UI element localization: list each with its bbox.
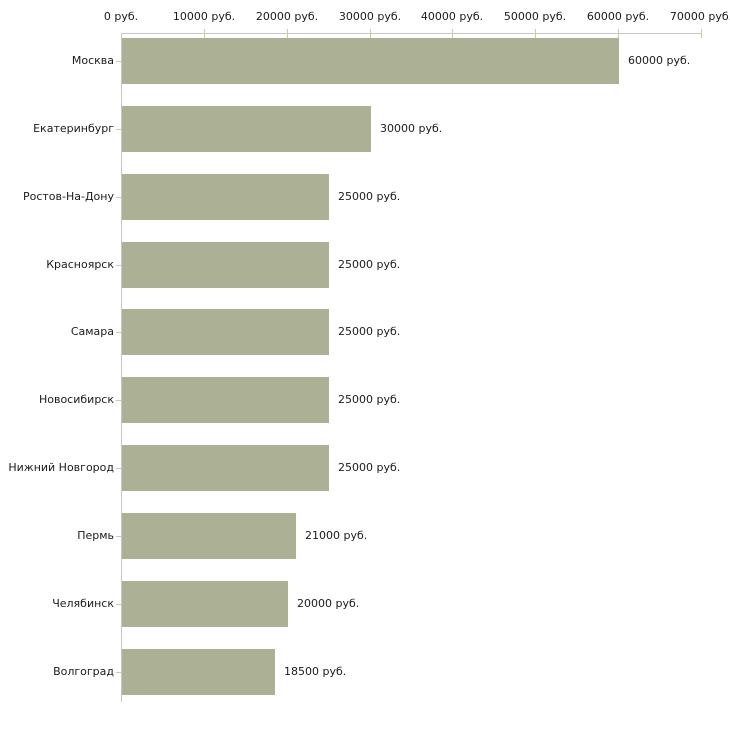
bar (122, 106, 371, 152)
category-label: Нижний Новгород (8, 461, 114, 474)
value-label: 25000 руб. (338, 325, 401, 338)
y-tick-mark (116, 129, 121, 130)
x-tick-mark (370, 29, 371, 38)
category-label: Екатеринбург (33, 122, 114, 135)
bar (122, 377, 329, 423)
bar (122, 242, 329, 288)
x-tick-mark (535, 29, 536, 38)
x-tick-label: 0 руб. (103, 10, 139, 23)
value-label: 30000 руб. (380, 122, 443, 135)
bar (122, 445, 329, 491)
value-label: 25000 руб. (338, 190, 401, 203)
value-label: 25000 руб. (338, 258, 401, 271)
x-tick-mark (618, 29, 619, 38)
y-tick-mark (116, 400, 121, 401)
bar (122, 513, 296, 559)
bar (122, 174, 329, 220)
bar (122, 38, 619, 84)
category-label: Пермь (77, 529, 114, 542)
category-label: Волгоград (53, 665, 114, 678)
x-tick-mark (204, 29, 205, 38)
x-tick-label: 20000 руб. (255, 10, 319, 23)
y-tick-mark (116, 604, 121, 605)
x-tick-mark (287, 29, 288, 38)
x-axis-line (121, 33, 702, 34)
y-tick-mark (116, 536, 121, 537)
x-tick-label: 70000 руб. (669, 10, 730, 23)
category-label: Красноярск (46, 258, 114, 271)
category-label: Новосибирск (38, 393, 114, 406)
y-tick-mark (116, 265, 121, 266)
y-tick-mark (116, 468, 121, 469)
value-label: 21000 руб. (305, 529, 368, 542)
y-tick-mark (116, 672, 121, 673)
category-label: Москва (71, 54, 114, 67)
y-tick-mark (116, 197, 121, 198)
x-tick-mark (452, 29, 453, 38)
bar (122, 649, 275, 695)
x-tick-label: 50000 руб. (503, 10, 567, 23)
value-label: 60000 руб. (628, 54, 691, 67)
x-tick-label: 60000 руб. (586, 10, 650, 23)
y-tick-mark (116, 332, 121, 333)
value-label: 25000 руб. (338, 461, 401, 474)
x-tick-label: 30000 руб. (338, 10, 402, 23)
value-label: 20000 руб. (297, 597, 360, 610)
category-label: Челябинск (52, 597, 114, 610)
x-tick-label: 40000 руб. (420, 10, 484, 23)
bar (122, 581, 288, 627)
value-label: 18500 руб. (284, 665, 347, 678)
x-tick-mark (701, 29, 702, 38)
bar (122, 309, 329, 355)
category-label: Ростов-На-Дону (22, 190, 114, 203)
value-label: 25000 руб. (338, 393, 401, 406)
y-axis-line (121, 33, 122, 702)
x-tick-label: 10000 руб. (172, 10, 236, 23)
category-label: Самара (70, 325, 114, 338)
y-tick-mark (116, 61, 121, 62)
